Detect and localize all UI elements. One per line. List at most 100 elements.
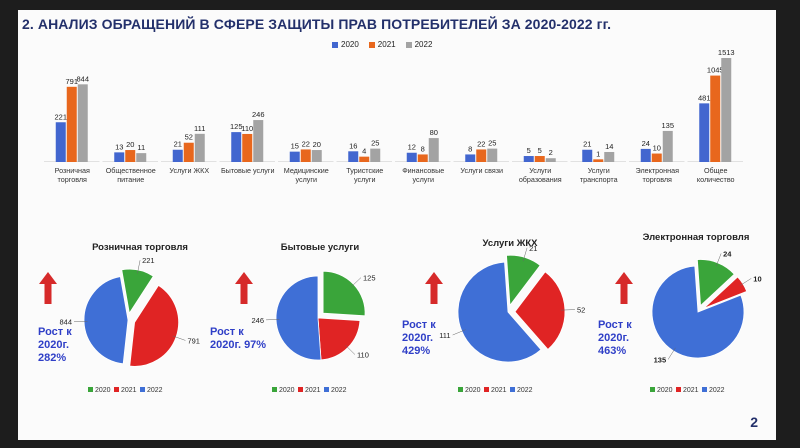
pie-value-label: 10	[753, 274, 761, 283]
bar	[721, 58, 732, 162]
slide: 2. АНАЛИЗ ОБРАЩЕНИЙ В СФЕРЕ ЗАЩИТЫ ПРАВ …	[18, 10, 776, 440]
leader-line	[522, 247, 528, 262]
growth-label: 429%	[402, 345, 430, 357]
bar	[311, 150, 322, 162]
bar	[194, 133, 205, 162]
pie-legend-swatch	[676, 387, 681, 392]
bar	[242, 133, 253, 162]
bar-value-label: 15	[291, 142, 299, 151]
legend-swatch	[405, 41, 412, 48]
growth-label: 2020г.	[402, 332, 433, 344]
legend-swatch	[332, 41, 338, 48]
bar	[183, 142, 194, 162]
bar	[651, 153, 662, 162]
pie-legend-swatch	[702, 387, 707, 392]
category-label: торговля	[643, 175, 673, 184]
pie-value-label: 24	[723, 249, 732, 258]
bar	[604, 151, 615, 162]
pie-legend-swatch	[88, 387, 93, 392]
legend-swatch	[368, 41, 375, 48]
pie-title: Розничная торговля	[92, 242, 188, 253]
pie-legend-label: 2020	[465, 387, 481, 394]
bar-value-label: 21	[174, 140, 182, 149]
pie-value-label: 52	[577, 306, 585, 315]
bar-value-label: 221	[54, 112, 67, 121]
bar	[465, 154, 476, 162]
bar	[593, 159, 604, 162]
bar	[359, 156, 370, 162]
growth-label: 2020г. 97%	[210, 339, 266, 351]
bar	[370, 148, 381, 162]
category-label: Услуги	[529, 166, 551, 175]
legend-label: 2021	[377, 40, 396, 49]
bar-value-label: 52	[185, 133, 193, 142]
bar-value-label: 16	[349, 141, 357, 150]
growth-label: 2020г.	[598, 332, 629, 344]
pie-legend-label: 2020	[279, 387, 295, 394]
bar-value-label: 8	[421, 144, 425, 153]
slide-title: 2. АНАЛИЗ ОБРАЩЕНИЙ В СФЕРЕ ЗАЩИТЫ ПРАВ …	[22, 16, 612, 32]
pie-value-label: 110	[357, 351, 369, 360]
bar	[77, 84, 88, 162]
bar-value-label: 21	[583, 140, 591, 149]
bar-value-label: 10	[653, 144, 661, 153]
legend-item-2022: 2022	[405, 40, 433, 49]
leader-line	[345, 345, 356, 355]
bar-value-label: 844	[76, 74, 89, 83]
bar-legend: 2020 2021 2022	[332, 40, 432, 49]
bar-value-label: 1513	[718, 48, 735, 57]
leader-line	[715, 253, 722, 267]
pie-legend-swatch	[298, 387, 303, 392]
legend-item-2021: 2021	[368, 40, 396, 49]
pie-legend-swatch	[510, 387, 515, 392]
leader-line	[351, 277, 362, 287]
pie-value-label: 844	[60, 318, 73, 327]
pie-legend-swatch	[458, 387, 463, 392]
growth-label: Рост к	[38, 326, 72, 338]
growth-label: 282%	[38, 352, 66, 364]
bar-value-label: 1	[596, 149, 600, 158]
bar-value-label: 22	[302, 139, 310, 148]
legend-label: 2022	[414, 40, 433, 49]
leader-line	[172, 335, 186, 341]
pie-legend-label: 2022	[331, 387, 347, 394]
category-label: торговля	[58, 175, 88, 184]
bar	[545, 158, 556, 162]
bar	[640, 148, 651, 162]
legend-label: 2020	[341, 40, 359, 49]
category-label: образования	[519, 175, 562, 184]
bar	[348, 151, 359, 162]
pie-value-label: 791	[187, 336, 200, 345]
pie-legend-label: 2022	[709, 387, 725, 394]
bar	[114, 152, 125, 162]
bar	[534, 156, 545, 162]
category-label: Розничная	[55, 166, 90, 175]
bar-value-label: 135	[661, 121, 674, 130]
bar-value-label: 110	[241, 124, 253, 133]
bar-value-label: 2	[549, 148, 553, 157]
pie-legend-label: 2022	[147, 387, 163, 394]
pie-value-label: 246	[252, 316, 265, 325]
bar-value-label: 481	[698, 93, 711, 102]
bar	[231, 132, 242, 162]
pie-legend-swatch	[484, 387, 489, 392]
pie-legend-swatch	[650, 387, 655, 392]
bar	[417, 154, 428, 162]
pie-value-label: 221	[142, 256, 155, 265]
bar-value-label: 24	[642, 139, 650, 148]
bar	[66, 86, 77, 162]
growth-arrow-icon	[39, 272, 57, 304]
growth-arrow-icon	[425, 272, 443, 304]
growth-label: Рост к	[402, 319, 436, 331]
bar-value-label: 14	[605, 142, 613, 151]
pie-legend-label: 2022	[517, 387, 533, 394]
pie-legend-label: 2020	[95, 387, 111, 394]
legend-item-2020: 2020	[332, 40, 359, 49]
category-label: Общественное	[106, 166, 156, 175]
pie-value-label: 111	[439, 331, 450, 340]
bar	[523, 156, 534, 162]
bar-value-label: 20	[126, 140, 134, 149]
bar-value-label: 791	[65, 77, 78, 86]
growth-label: Рост к	[210, 326, 244, 338]
